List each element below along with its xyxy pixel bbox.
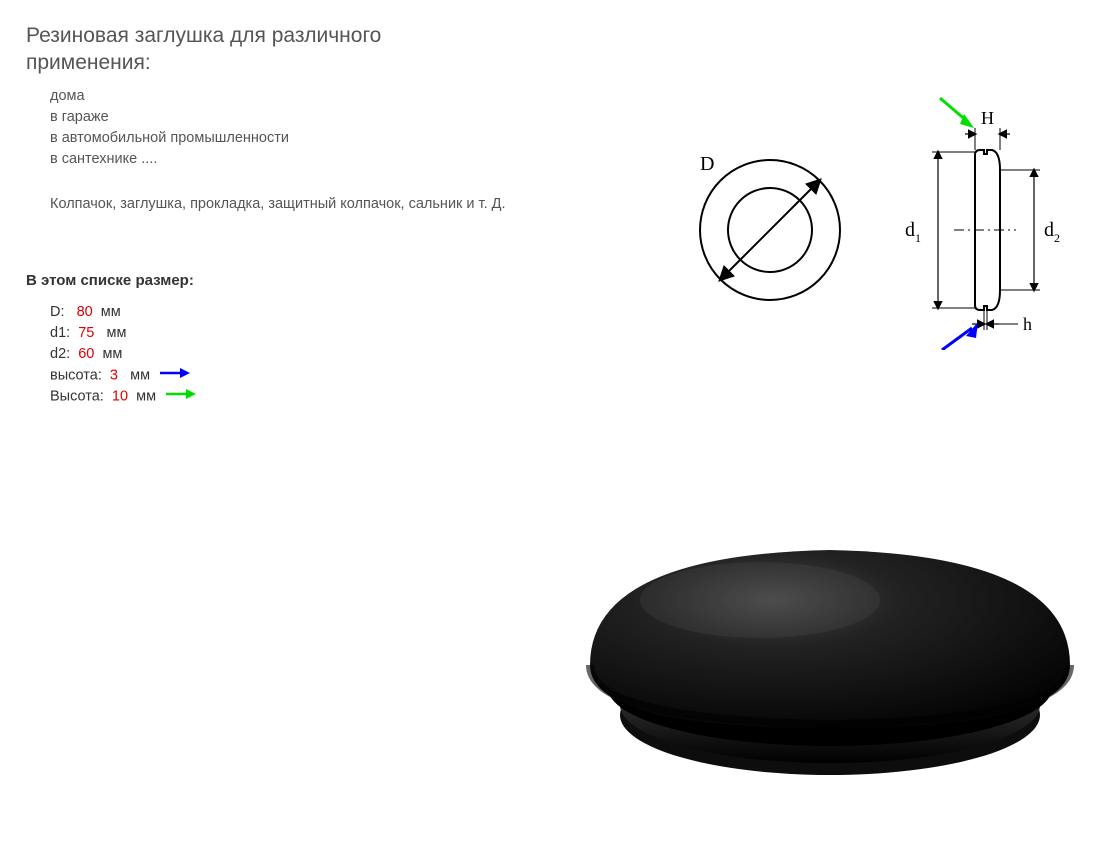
dim-value: 80: [77, 304, 93, 320]
dim-unit: мм: [130, 367, 150, 383]
product-title: Резиновая заглушка для различного примен…: [26, 22, 446, 77]
dimension-row-height-small: высота: 3 мм: [50, 365, 196, 386]
dim-value: 60: [78, 346, 94, 362]
use-cases-list: дома в гараже в автомобильной промышленн…: [50, 86, 289, 170]
dimensions-block: D: 80 мм d1: 75 мм d2: 60 мм высота: 3 м…: [50, 302, 196, 408]
technical-diagram: D d1 d2 H: [680, 90, 1100, 350]
svg-text:d1: d1: [905, 219, 921, 245]
diagram-label-d1sub: 1: [915, 231, 921, 245]
arrow-blue-diagram-icon: [942, 322, 978, 350]
use-case-item: в сантехнике ....: [50, 149, 289, 170]
svg-text:d2: d2: [1044, 219, 1060, 245]
diagram-label-H: H: [981, 108, 994, 128]
dim-label: Высота:: [50, 389, 104, 405]
diagram-label-d2: d: [1044, 219, 1054, 241]
dim-value: 10: [112, 389, 128, 405]
diagram-label-D: D: [700, 153, 714, 175]
dimension-row-height-big: Высота: 10 мм: [50, 386, 196, 407]
dim-unit: мм: [102, 346, 122, 362]
dimension-row-d2: d2: 60 мм: [50, 344, 196, 365]
dim-label: D:: [50, 304, 65, 320]
diagram-label-d2sub: 2: [1054, 231, 1060, 245]
arrow-green-icon: [166, 386, 196, 407]
diagram-label-d1: d: [905, 219, 915, 241]
dim-unit: мм: [136, 389, 156, 405]
dim-value: 75: [78, 325, 94, 341]
use-case-item: в автомобильной промышленности: [50, 128, 289, 149]
use-case-item: в гараже: [50, 107, 289, 128]
dim-label: высота:: [50, 367, 102, 383]
dimension-row-d1: d1: 75 мм: [50, 323, 196, 344]
size-heading: В этом списке размер:: [26, 272, 194, 289]
use-case-item: дома: [50, 86, 289, 107]
arrow-blue-icon: [160, 365, 190, 386]
synonyms-text: Колпачок, заглушка, прокладка, защитный …: [50, 194, 505, 215]
dim-unit: мм: [101, 304, 121, 320]
dimension-row-D: D: 80 мм: [50, 302, 196, 323]
arrow-green-diagram-icon: [940, 98, 974, 128]
dim-label: d1:: [50, 325, 70, 341]
product-photo: [560, 460, 1100, 820]
dim-label: d2:: [50, 346, 70, 362]
dim-value: 3: [110, 367, 118, 383]
diagram-label-h: h: [1023, 314, 1032, 334]
dim-unit: мм: [106, 325, 126, 341]
